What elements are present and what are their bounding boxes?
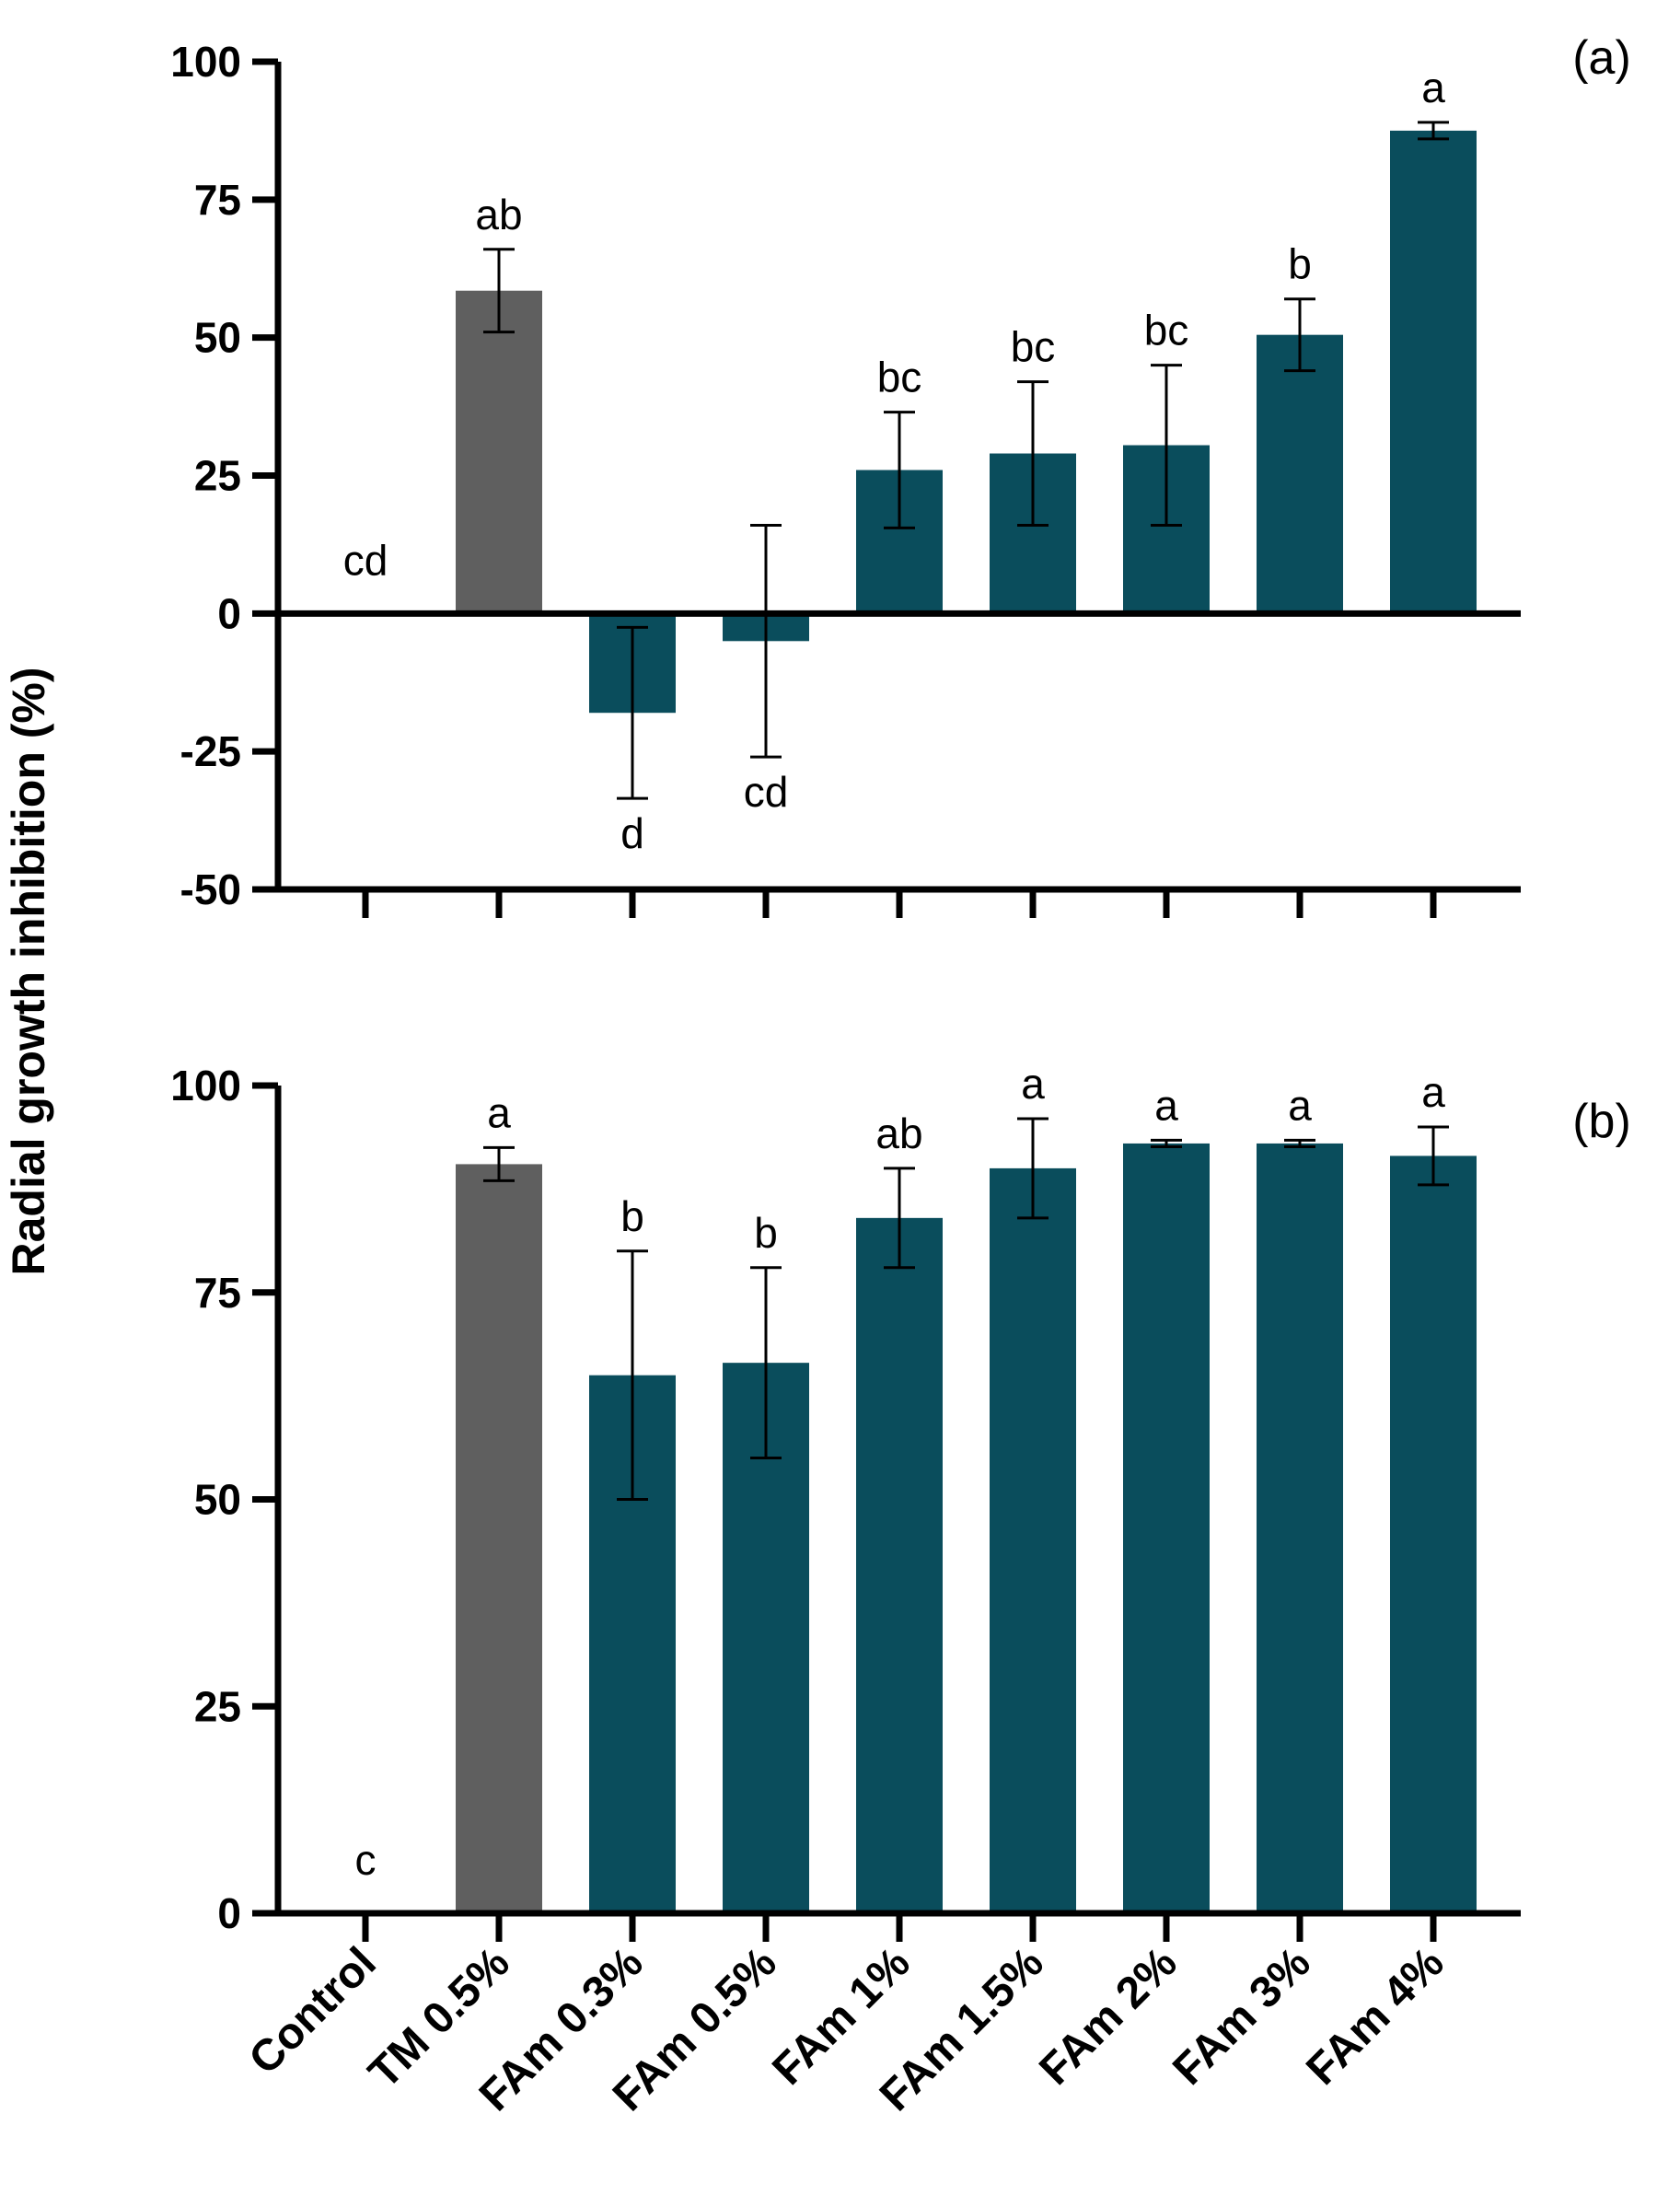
y-tick-label-a-2: 50 xyxy=(194,314,241,362)
bar-b-8 xyxy=(1390,1156,1477,1913)
panel-label-b: (b) xyxy=(1572,1095,1631,1148)
error-bar-a-6 xyxy=(1151,364,1182,527)
sig-letter-b-1: a xyxy=(487,1088,511,1136)
error-bar-a-5 xyxy=(1017,380,1049,527)
sig-letter-b-8: a xyxy=(1421,1068,1445,1116)
error-bar-b-7 xyxy=(1284,1138,1315,1149)
sig-letter-b-0: c xyxy=(355,1836,377,1884)
sig-letter-b-4: ab xyxy=(875,1109,922,1157)
y-tick-label-b-0: 100 xyxy=(170,1062,241,1109)
sig-letter-b-6: a xyxy=(1154,1081,1178,1129)
sig-letter-b-7: a xyxy=(1288,1081,1312,1129)
bar-a-1 xyxy=(456,290,542,614)
error-bar-b-8 xyxy=(1418,1125,1449,1187)
y-tick-label-b-4: 0 xyxy=(217,1889,241,1937)
error-bar-a-8 xyxy=(1418,121,1449,141)
sig-letter-b-3: b xyxy=(754,1209,778,1257)
y-tick-label-a-5: -25 xyxy=(180,727,241,775)
bar-b-7 xyxy=(1257,1143,1343,1913)
sig-letter-a-0: cd xyxy=(343,536,388,584)
panel-label-a: (a) xyxy=(1572,31,1631,85)
sig-letter-b-5: a xyxy=(1021,1060,1045,1108)
y-tick-label-a-6: -50 xyxy=(180,865,241,913)
error-bar-a-2 xyxy=(617,625,648,800)
x-tick-label-7: FAm 3% xyxy=(1164,1938,1320,2095)
error-bar-a-7 xyxy=(1284,297,1315,373)
sig-letter-a-6: bc xyxy=(1144,307,1189,354)
y-tick-label-b-1: 75 xyxy=(194,1269,241,1317)
bar-b-6 xyxy=(1123,1143,1210,1913)
sig-letter-a-1: ab xyxy=(475,191,522,238)
y-axis-label: Radial growth inhibition (%) xyxy=(3,667,54,1275)
error-bar-b-3 xyxy=(750,1266,782,1460)
error-bar-a-3 xyxy=(750,523,782,759)
y-tick-label-a-4: 0 xyxy=(217,589,241,637)
bar-b-5 xyxy=(990,1167,1076,1913)
bar-b-4 xyxy=(856,1217,943,1913)
y-tick-label-a-3: 25 xyxy=(194,452,241,500)
error-bar-a-4 xyxy=(884,411,915,529)
sig-letter-b-2: b xyxy=(620,1192,644,1240)
y-tick-label-b-2: 50 xyxy=(194,1476,241,1524)
y-tick-label-b-3: 25 xyxy=(194,1682,241,1730)
sig-letter-a-5: bc xyxy=(1011,323,1056,371)
error-bar-b-4 xyxy=(884,1167,915,1270)
bar-a-8 xyxy=(1390,130,1477,614)
bar-a-7 xyxy=(1257,334,1343,614)
sig-letter-a-7: b xyxy=(1288,240,1312,288)
error-bar-b-6 xyxy=(1151,1138,1182,1149)
x-tick-label-8: FAm 4% xyxy=(1297,1938,1454,2095)
x-tick-label-6: FAm 2% xyxy=(1030,1938,1187,2095)
error-bar-b-1 xyxy=(483,1145,515,1182)
y-tick-label-a-1: 75 xyxy=(194,176,241,224)
error-bar-b-5 xyxy=(1017,1117,1049,1220)
panel-a: 100 75 50 25 0 -25 -50 cd ab d cd bc bc bc b a (a) xyxy=(170,31,1631,918)
sig-letter-a-8: a xyxy=(1421,64,1445,111)
bar-b-1 xyxy=(456,1164,542,1913)
error-bar-b-2 xyxy=(617,1249,648,1501)
y-tick-label-a-0: 100 xyxy=(170,38,241,86)
sig-letter-a-2: d xyxy=(620,809,644,857)
sig-letter-a-3: cd xyxy=(744,768,789,816)
sig-letter-a-4: bc xyxy=(877,354,922,401)
error-bar-a-1 xyxy=(483,248,515,334)
